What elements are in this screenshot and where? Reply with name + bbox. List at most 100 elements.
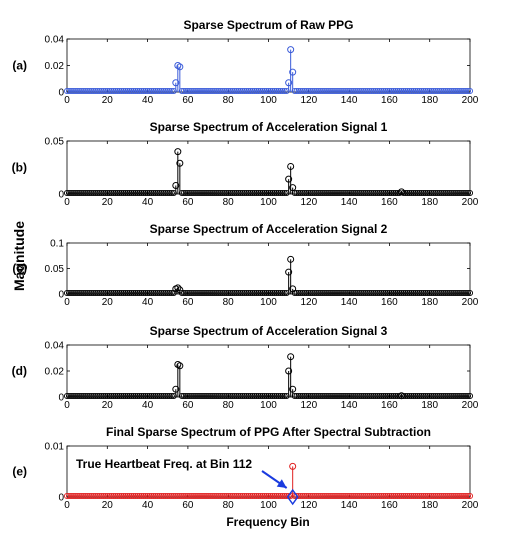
- zero-marker: [198, 87, 206, 95]
- zero-marker: [217, 492, 224, 500]
- zero-marker: [112, 289, 119, 297]
- zero-marker: [160, 87, 167, 95]
- zero-marker: [126, 189, 133, 197]
- zero-marker: [158, 189, 165, 197]
- zero-marker: [253, 87, 260, 95]
- zero-marker: [293, 392, 300, 400]
- zero-marker: [225, 189, 232, 197]
- stem-marker: [289, 184, 297, 192]
- zero-marker: [116, 289, 123, 297]
- zero-marker: [358, 289, 365, 297]
- zero-marker: [269, 492, 276, 500]
- zero-marker: [346, 492, 353, 500]
- zero-marker: [348, 87, 355, 95]
- zero-marker: [184, 392, 191, 400]
- zero-marker: [67, 87, 75, 95]
- zero-marker: [424, 492, 431, 500]
- zero-marker: [118, 392, 125, 400]
- x-tick-label: 180: [421, 95, 438, 106]
- zero-marker: [106, 492, 113, 500]
- zero-marker: [356, 392, 363, 400]
- zero-marker: [243, 492, 250, 500]
- zero-marker: [219, 492, 226, 500]
- zero-marker: [384, 87, 391, 95]
- zero-marker: [120, 87, 127, 95]
- zero-marker: [126, 289, 133, 297]
- zero-marker: [410, 289, 417, 297]
- x-tick-label: 40: [142, 500, 154, 511]
- zero-marker: [122, 492, 129, 500]
- zero-marker: [450, 189, 457, 197]
- stem-marker: [287, 162, 295, 170]
- zero-marker: [420, 392, 427, 400]
- zero-marker: [160, 289, 167, 297]
- zero-marker: [188, 392, 195, 400]
- zero-marker: [245, 492, 252, 500]
- x-tick-label: 200: [462, 197, 479, 208]
- zero-marker: [136, 87, 143, 95]
- zero-marker: [394, 189, 401, 197]
- zero-marker: [301, 492, 308, 500]
- zero-marker: [394, 87, 401, 95]
- zero-marker: [428, 492, 435, 500]
- zero-marker: [251, 392, 258, 400]
- zero-marker: [162, 189, 169, 197]
- zero-marker: [337, 87, 345, 95]
- x-tick-label: 60: [182, 400, 194, 411]
- zero-marker: [265, 289, 272, 297]
- zero-marker: [422, 392, 429, 400]
- zero-marker: [217, 87, 224, 95]
- zero-marker: [406, 392, 413, 400]
- zero-marker: [152, 492, 159, 500]
- y-tick-label: 0.05: [45, 264, 65, 275]
- zero-marker: [303, 87, 310, 95]
- zero-marker: [108, 87, 115, 95]
- zero-marker: [386, 87, 393, 95]
- zero-marker: [67, 392, 75, 400]
- zero-marker: [323, 492, 330, 500]
- stem-marker: [174, 361, 182, 368]
- zero-marker: [86, 87, 93, 95]
- zero-marker: [170, 87, 177, 95]
- axes-frame: [66, 242, 471, 295]
- zero-marker: [346, 189, 353, 197]
- zero-marker: [96, 492, 103, 500]
- panel-label: (c): [12, 262, 27, 276]
- zero-marker: [333, 289, 341, 297]
- zero-marker: [116, 492, 123, 500]
- zero-marker: [313, 189, 320, 197]
- zero-marker: [78, 189, 85, 197]
- zero-marker: [98, 189, 105, 197]
- zero-marker: [209, 189, 216, 197]
- zero-marker: [108, 189, 115, 197]
- zero-marker: [80, 189, 87, 197]
- zero-marker: [178, 87, 185, 95]
- stem-marker: [172, 182, 180, 190]
- zero-marker: [146, 87, 153, 95]
- x-tick-label: 180: [421, 400, 438, 411]
- zero-marker: [436, 189, 443, 197]
- zero-marker: [94, 289, 101, 297]
- zero-marker: [329, 289, 337, 297]
- zero-marker: [144, 492, 151, 500]
- zero-marker: [356, 492, 363, 500]
- zero-marker: [231, 492, 238, 500]
- zero-marker: [243, 87, 250, 95]
- zero-marker: [198, 392, 206, 400]
- zero-marker: [112, 189, 119, 197]
- zero-marker: [436, 392, 443, 400]
- zero-marker: [442, 392, 449, 400]
- zero-marker: [146, 289, 153, 297]
- zero-marker: [275, 392, 282, 400]
- zero-marker: [267, 392, 274, 400]
- zero-marker: [267, 492, 274, 500]
- zero-marker: [110, 392, 117, 400]
- zero-marker: [74, 392, 81, 400]
- zero-marker: [247, 289, 254, 297]
- zero-marker: [402, 289, 409, 297]
- zero-marker: [372, 189, 379, 197]
- panel-1: Sparse Spectrum of Raw PPG (a) 0 20 40 60 80 10…: [12, 18, 478, 106]
- stem-marker: [287, 255, 295, 263]
- panel-3: Sparse Spectrum of Acceleration Signal 2…: [12, 222, 478, 308]
- zero-marker: [378, 289, 385, 297]
